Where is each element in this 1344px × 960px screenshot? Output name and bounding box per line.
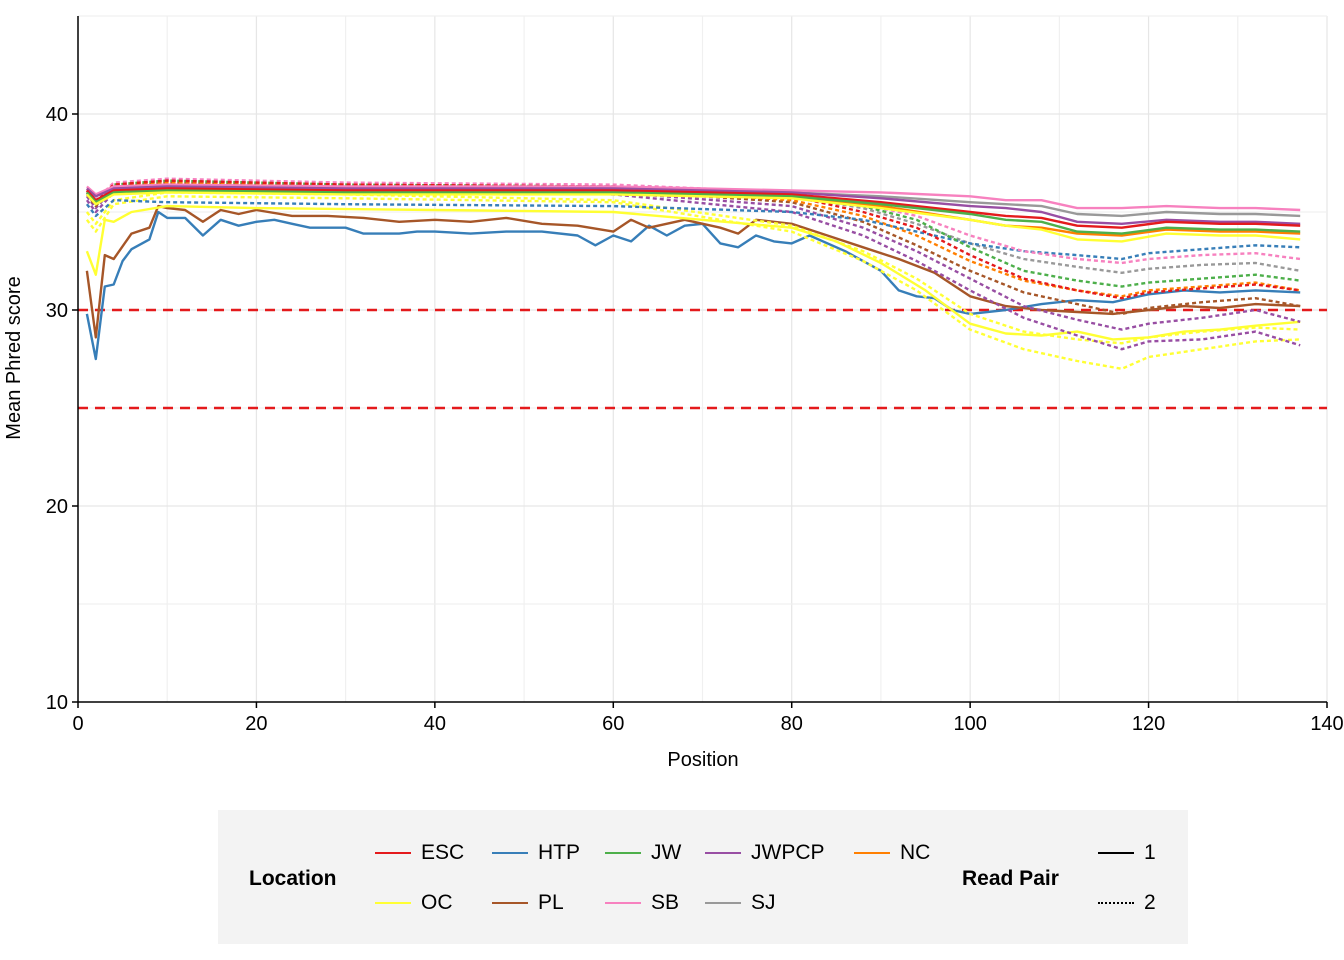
legend-readpair-title: Read Pair (962, 867, 1059, 890)
x-tick-label: 80 (781, 713, 803, 735)
x-tick-label: 0 (72, 713, 83, 735)
legend-label: ESC (421, 841, 465, 864)
legend-item-jwpcp: JWPCP (705, 838, 825, 868)
legend-swatch (492, 852, 528, 854)
legend-swatch (375, 902, 411, 904)
legend-swatch (375, 852, 411, 854)
legend-item-htp: HTP (492, 838, 580, 868)
series-line-jw-2 (85, 179, 1301, 288)
x-tick-label: 100 (953, 713, 986, 735)
tick-labels: 0 20 40 60 80 100 120 140 10 20 30 40 (46, 104, 1344, 735)
legend-swatch (605, 902, 641, 904)
legend-item-oc: OC (375, 888, 453, 918)
legend-label: SB (651, 891, 680, 914)
legend-label: 1 (1144, 841, 1156, 864)
series-lines (85, 177, 1301, 370)
legend-item-readpair-2: 2 (1098, 888, 1156, 918)
series-line-jwpcp-2 (85, 183, 1301, 331)
x-tick-label: 140 (1310, 713, 1343, 735)
series-line-esc-1 (86, 187, 1301, 229)
legend-location-title: Location (249, 867, 337, 890)
series-line-jw-1 (86, 189, 1301, 235)
legend-label: OC (421, 891, 453, 914)
series-line-oc-1 (86, 191, 1301, 243)
axes (77, 16, 1327, 703)
legend-label: PL (538, 891, 564, 914)
legend-swatch (1098, 852, 1134, 854)
legend-label: JW (651, 841, 682, 864)
legend-item-jw: JW (605, 838, 681, 868)
series-line-nc-2 (85, 181, 1301, 298)
legend-swatch (1098, 902, 1134, 904)
reference-lines (78, 308, 1327, 410)
series-line-htp-2 (85, 198, 1301, 261)
legend-label: NC (900, 841, 931, 864)
legend-label: 2 (1144, 891, 1156, 914)
legend-item-nc: NC (854, 838, 930, 868)
legend-item-esc: ESC (375, 838, 464, 868)
series-line-oc-2 (85, 195, 1301, 370)
y-tick-label: 20 (46, 496, 68, 518)
line-chart: 0 20 40 60 80 100 120 140 10 20 30 40 Position Mean… (3, 15, 1344, 771)
x-axis-title: Position (667, 749, 738, 771)
legend-item-sb: SB (605, 888, 679, 918)
series-line-sb-1 (86, 183, 1301, 212)
legend-item-pl: PL (492, 888, 564, 918)
legend-label: HTP (538, 841, 580, 864)
legend-swatch (492, 902, 528, 904)
y-tick-label: 10 (46, 692, 68, 714)
y-tick-label: 30 (46, 300, 68, 322)
series-line-sb-2 (85, 177, 1301, 265)
legend-item-sj: SJ (705, 888, 776, 918)
grid-lines (78, 15, 1328, 702)
y-axis-title: Mean Phred score (3, 276, 25, 439)
legend-swatch (605, 852, 641, 854)
x-tick-label: 20 (245, 713, 267, 735)
y-tick-label: 40 (46, 104, 68, 126)
series-line-pl-2 (85, 181, 1301, 316)
x-tick-label: 40 (424, 713, 446, 735)
legend-label: SJ (751, 891, 776, 914)
legend-item-readpair-1: 1 (1098, 838, 1156, 868)
legend-swatch (854, 852, 890, 854)
series-line-pl-1 (85, 204, 1301, 339)
x-tick-label: 60 (602, 713, 624, 735)
legend-label: JWPCP (751, 841, 825, 864)
legend-swatch (705, 902, 741, 904)
series-line-oc-2 (85, 191, 1301, 345)
series-line-oc-1 (85, 204, 1301, 341)
series-line-esc-2 (85, 179, 1301, 300)
x-tick-label: 120 (1132, 713, 1165, 735)
series-line-jwpcp-1 (86, 185, 1301, 226)
legend-swatch (705, 852, 741, 854)
legend: Location ESC HTP JW JWPCP NC OC PL SB SJ Read Pa… (218, 810, 1188, 944)
